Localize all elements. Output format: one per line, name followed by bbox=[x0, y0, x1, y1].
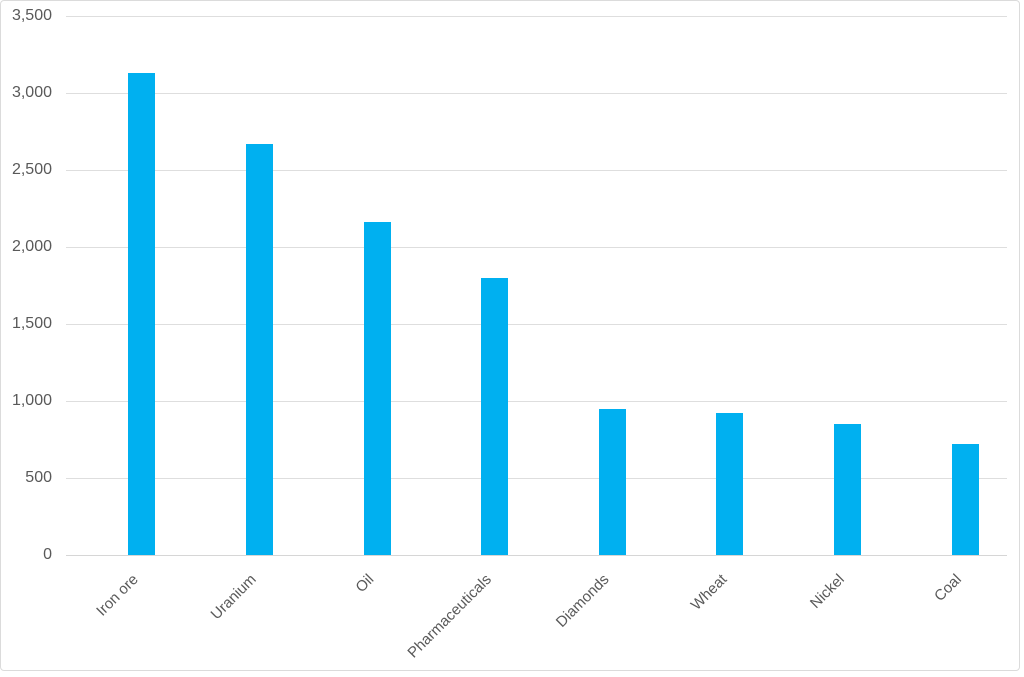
x-tick-label: Uranium bbox=[207, 571, 260, 624]
x-tick-label: Iron ore bbox=[93, 571, 142, 620]
bar-nickel bbox=[834, 424, 862, 555]
x-tick-label: Coal bbox=[931, 571, 966, 605]
bar-wheat bbox=[716, 413, 744, 555]
y-axis: 0 500 1,000 1,500 2,000 2,500 3,000 3,500 bbox=[0, 7, 52, 563]
plot-area bbox=[66, 15, 1007, 556]
gridline bbox=[66, 400, 1007, 402]
y-tick-label: 1,500 bbox=[11, 315, 52, 332]
y-tick-label: 2,500 bbox=[11, 161, 52, 178]
y-tick-label: 0 bbox=[43, 546, 52, 563]
y-tick-label: 2,000 bbox=[11, 238, 52, 255]
x-tick-label: Diamonds bbox=[552, 571, 613, 631]
x-tick-label: Oil bbox=[352, 571, 378, 596]
x-tick-label: Pharmaceuticals bbox=[404, 571, 495, 662]
x-tick-label: Wheat bbox=[687, 571, 730, 614]
bar-diamonds bbox=[598, 409, 626, 555]
gridline bbox=[66, 15, 1007, 17]
x-axis-line bbox=[66, 554, 1007, 556]
y-tick-label: 3,000 bbox=[11, 84, 52, 101]
gridline bbox=[66, 323, 1007, 325]
y-tick-label: 1,000 bbox=[11, 392, 52, 409]
y-tick-label: 3,500 bbox=[11, 7, 52, 24]
gridline bbox=[66, 477, 1007, 479]
y-tick-label: 500 bbox=[25, 469, 52, 486]
bar-pharmaceuticals bbox=[481, 278, 509, 555]
gridline bbox=[66, 246, 1007, 248]
gridline bbox=[66, 92, 1007, 94]
x-axis: Iron ore Uranium Oil Pharmaceuticals Diamond… bbox=[83, 555, 1024, 677]
bar-uranium bbox=[245, 144, 273, 555]
gridline bbox=[66, 169, 1007, 171]
bars-layer bbox=[83, 16, 1024, 555]
bar-oil bbox=[363, 222, 391, 555]
bar-iron-ore bbox=[128, 73, 156, 555]
x-tick-label: Nickel bbox=[806, 571, 848, 612]
bar-coal bbox=[951, 444, 979, 555]
